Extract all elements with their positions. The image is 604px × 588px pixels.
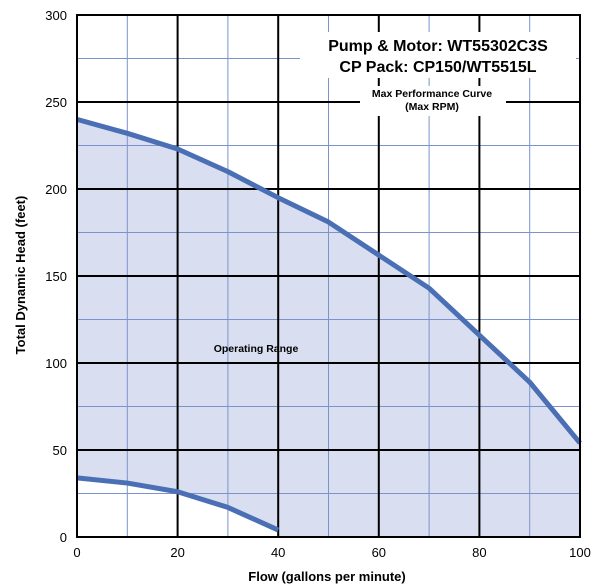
x-tick-label: 0: [73, 545, 80, 560]
y-tick-label: 100: [45, 356, 67, 371]
y-tick-label: 250: [45, 95, 67, 110]
y-axis-title: Total Dynamic Head (feet): [13, 196, 28, 355]
y-tick-labels: 0 50 100 150 200 250 300: [45, 8, 67, 545]
x-tick-label: 40: [271, 545, 285, 560]
y-tick-label: 0: [60, 530, 67, 545]
y-tick-label: 150: [45, 269, 67, 284]
curve-label-line-2: (Max RPM): [405, 101, 459, 113]
max-performance-curve: [76, 116, 582, 445]
chart-title-line-2: CP Pack: CP150/WT5515L: [339, 59, 536, 76]
x-tick-label: 100: [569, 545, 591, 560]
x-tick-label: 60: [372, 545, 386, 560]
y-tick-label: 200: [45, 182, 67, 197]
curve-label-backdrop: [360, 86, 506, 116]
series-layer: [76, 116, 582, 533]
chart-title-line-1: Pump & Motor: WT55302C3S: [328, 38, 548, 55]
x-tick-labels: 0 20 40 60 80 100: [73, 545, 590, 560]
curve-label-line-1: Max Performance Curve: [372, 88, 492, 100]
x-axis-title: Flow (gallons per minute): [248, 569, 405, 584]
x-tick-label: 80: [472, 545, 486, 560]
min-performance-curve: [76, 475, 280, 533]
title-backdrop: [300, 32, 576, 78]
x-tick-label: 20: [170, 545, 184, 560]
y-tick-label: 50: [53, 443, 67, 458]
operating-range-label: Operating Range: [214, 343, 299, 355]
plot-border: [76, 14, 581, 538]
y-tick-label: 300: [45, 8, 67, 23]
